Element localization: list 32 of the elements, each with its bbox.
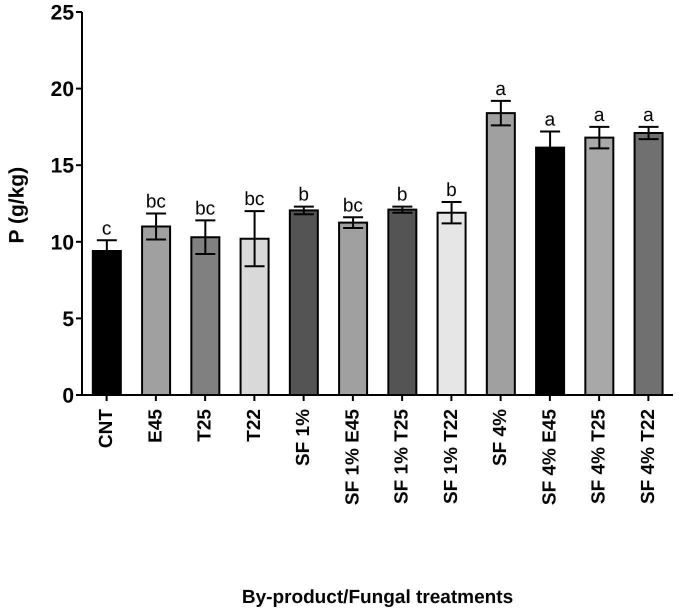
annotation: b xyxy=(396,184,408,206)
annotation: a xyxy=(495,78,506,100)
y-tick-label: 5 xyxy=(62,308,74,331)
x-tick-label: SF 4% E45 xyxy=(539,408,560,506)
y-tick-label: 0 xyxy=(62,384,74,408)
x-tick-label: SF 1% T22 xyxy=(440,409,462,504)
annotation: b xyxy=(298,184,309,206)
annotation: bc xyxy=(146,191,166,212)
x-tick-label: SF 1% T25 xyxy=(392,408,413,504)
annotation: b xyxy=(446,180,457,201)
annotation: a xyxy=(594,104,605,126)
x-tick-label: SF 4% T25 xyxy=(588,408,610,504)
annotation: c xyxy=(102,218,112,240)
x-tick-label: T25 xyxy=(194,408,216,442)
x-tick-label: E45 xyxy=(145,408,166,443)
annotation: bc xyxy=(244,189,264,210)
annotation: bc xyxy=(195,198,216,220)
x-axis-title: By-product/Fungal treatments xyxy=(242,587,514,608)
y-tick-label: 15 xyxy=(50,154,74,178)
x-tick-label: CNT xyxy=(96,408,118,448)
x-tick-label: SF 1% E45 xyxy=(342,408,364,506)
y-tick-label: 10 xyxy=(50,231,74,254)
y-axis-title: P (g/kg) xyxy=(5,166,28,244)
annotation: a xyxy=(544,109,556,130)
x-tick-label: SF 1% xyxy=(293,408,314,466)
annotation: bc xyxy=(342,195,363,216)
x-tick-label: SF 4% T22 xyxy=(638,409,659,504)
x-tick-label: SF 4% xyxy=(490,408,512,466)
x-tick-label: T22 xyxy=(244,409,265,442)
annotation: a xyxy=(643,104,654,126)
y-tick-label: 20 xyxy=(50,78,74,102)
y-tick-label: 25 xyxy=(50,1,74,24)
